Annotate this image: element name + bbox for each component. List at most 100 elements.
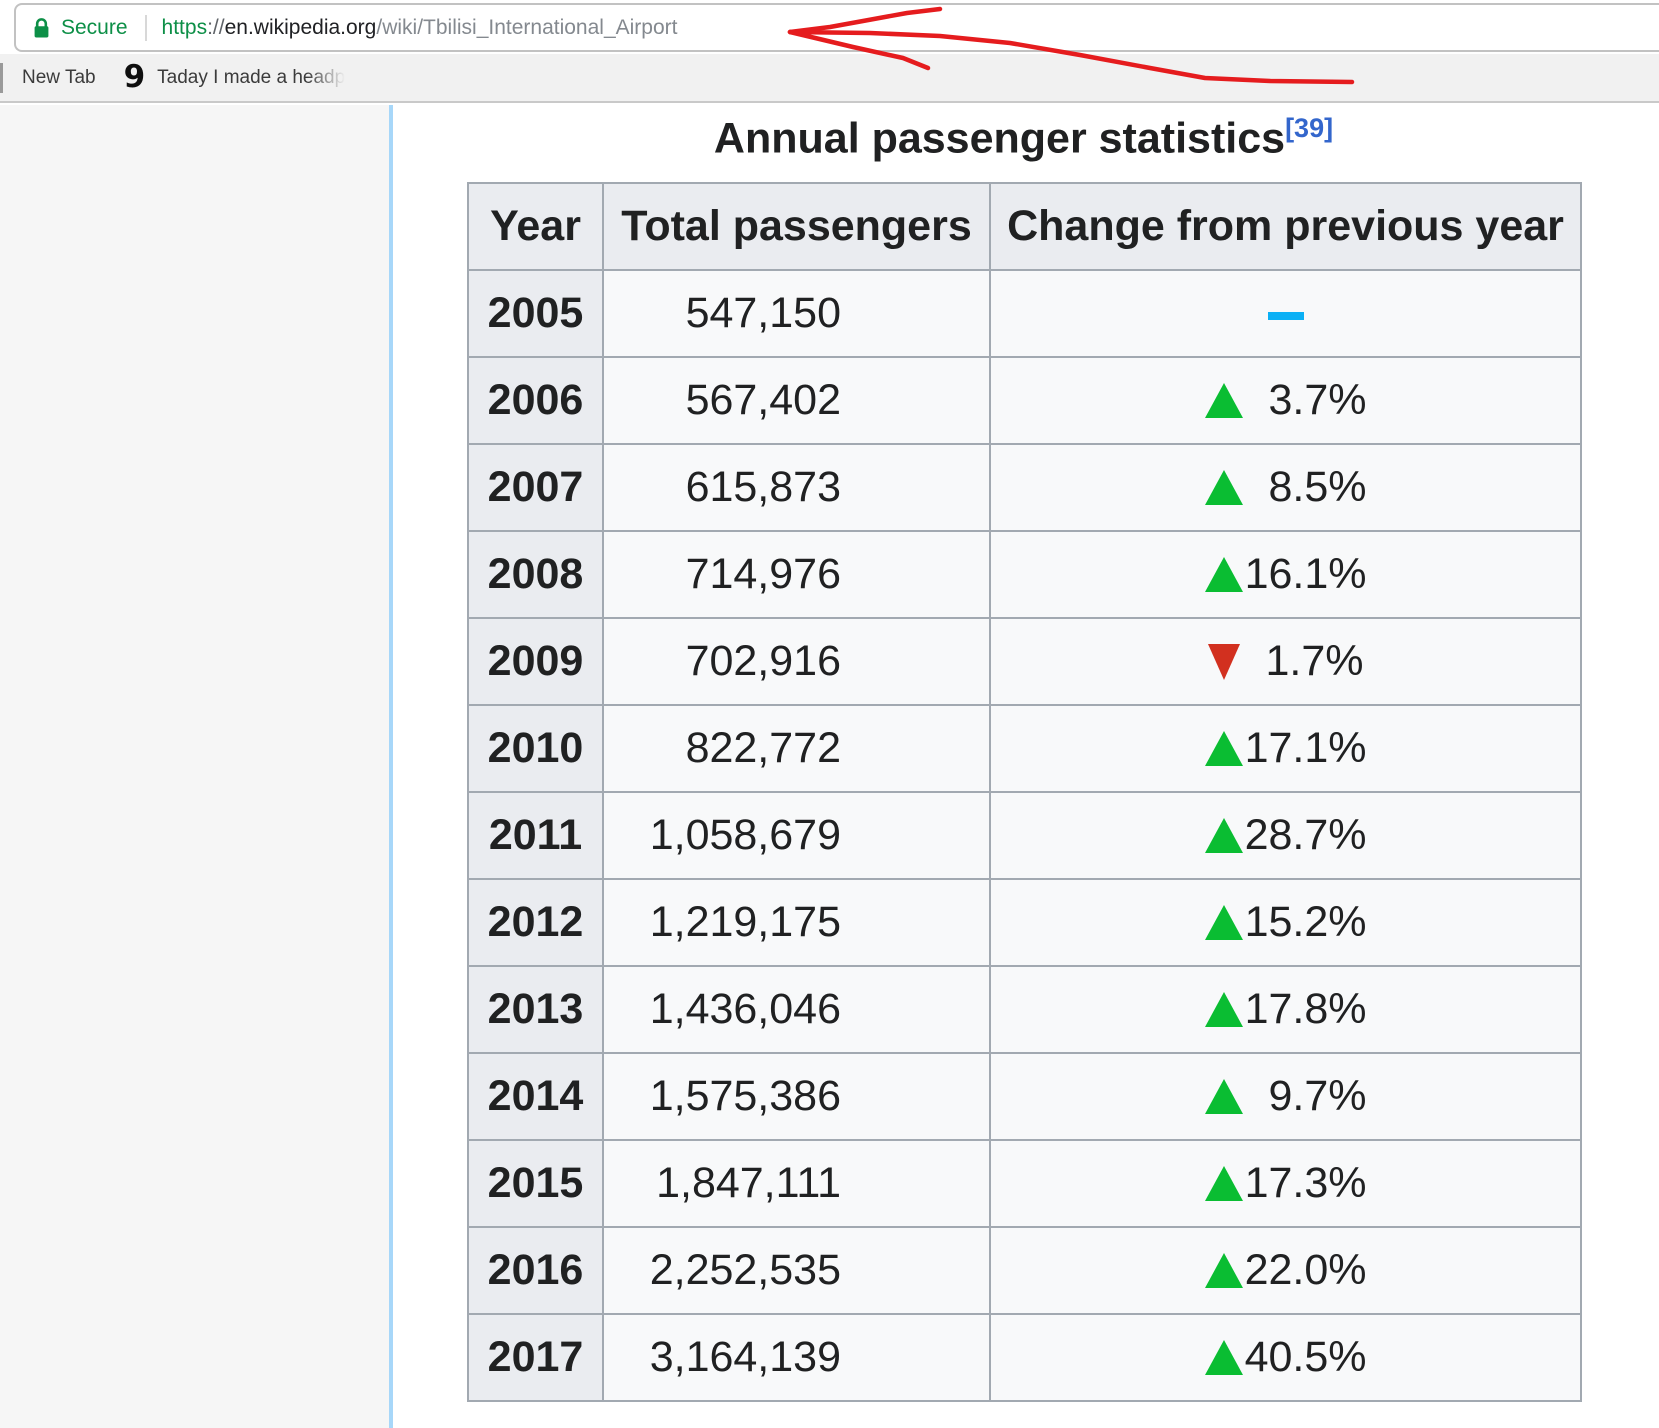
passengers-cell: 822,772 (602, 704, 991, 793)
percent-change: 16.1% (1244, 550, 1367, 598)
table-caption: Annual passenger statistics[39] (467, 113, 1580, 163)
year-cell: 2010 (467, 704, 604, 793)
increase-icon (1204, 1340, 1243, 1375)
url-scheme: https (161, 15, 208, 39)
table-row: 2015 1,847,111 17.3% (467, 1139, 1582, 1228)
percent-change: 3.7% (1268, 376, 1367, 424)
table-row: 2017 3,164,139 40.5% (467, 1313, 1582, 1402)
passenger-stats-table: Year Total passengers Change from previo… (467, 182, 1582, 1402)
change-cell: 22.0% (989, 1226, 1582, 1315)
year-cell: 2011 (467, 791, 604, 880)
percent-change: 40.5% (1244, 1333, 1367, 1381)
table-row: 2006 567,402 3.7% (467, 356, 1582, 445)
sidebar-area (0, 105, 389, 1428)
table-row: 2009 702,916 1.7% (467, 617, 1582, 706)
increase-icon (1204, 818, 1243, 853)
percent-change: 8.5% (1268, 463, 1367, 511)
header-year: Year (467, 182, 604, 271)
year-cell: 2008 (467, 530, 604, 619)
header-total-passengers: Total passengers (602, 182, 991, 271)
passengers-cell: 1,219,175 (602, 878, 991, 967)
change-cell: 3.7% (989, 356, 1582, 445)
increase-icon (1204, 1253, 1243, 1288)
url-path: /wiki/Tbilisi_International_Airport (376, 15, 678, 39)
change-cell: 28.7% (989, 791, 1582, 880)
decrease-icon (1207, 643, 1240, 680)
passengers-cell: 615,873 (602, 443, 991, 532)
percent-change: 9.7% (1268, 1072, 1367, 1120)
year-cell: 2014 (467, 1052, 604, 1141)
percent-change: 22.0% (1244, 1246, 1367, 1294)
percent-change: 1.7% (1265, 637, 1364, 685)
passengers-cell: 567,402 (602, 356, 991, 445)
passengers-cell: 3,164,139 (602, 1313, 991, 1402)
increase-icon (1204, 905, 1243, 940)
wikipedia-page: Annual passenger statistics[39] Year Tot… (0, 105, 1659, 1428)
passengers-cell: 1,058,679 (602, 791, 991, 880)
change-cell: 17.8% (989, 965, 1582, 1054)
year-cell: 2013 (467, 965, 604, 1054)
percent-change: 28.7% (1244, 811, 1367, 859)
secure-lock-icon (32, 15, 51, 41)
window-edge-tick (0, 62, 3, 93)
caption-text: Annual passenger statistics (713, 114, 1286, 163)
change-cell: 40.5% (989, 1313, 1582, 1402)
change-cell: 16.1% (989, 530, 1582, 619)
header-change: Change from previous year (989, 182, 1582, 271)
url-text[interactable]: https://en.wikipedia.org/wiki/Tbilisi_In… (162, 16, 678, 40)
year-cell: 2016 (467, 1226, 604, 1315)
increase-icon (1204, 557, 1243, 592)
reference-link[interactable]: [39] (1285, 113, 1334, 143)
passengers-cell: 1,847,111 (602, 1139, 991, 1228)
percent-change: 17.8% (1244, 985, 1367, 1033)
secure-label[interactable]: Secure (61, 15, 128, 39)
table-row: 2014 1,575,386 9.7% (467, 1052, 1582, 1141)
change-cell (989, 269, 1582, 358)
passengers-cell: 1,575,386 (602, 1052, 991, 1141)
bookmarks-bar: New Tab 9 Taday I made a headp (0, 54, 1659, 103)
omnibox-separator (144, 14, 147, 41)
steady-icon (1267, 311, 1304, 320)
increase-icon (1204, 1166, 1243, 1201)
passengers-cell: 547,150 (602, 269, 991, 358)
change-cell: 17.3% (989, 1139, 1582, 1228)
percent-change: 15.2% (1244, 898, 1367, 946)
percent-change: 17.3% (1244, 1159, 1367, 1207)
bookmark-new-tab[interactable]: New Tab (22, 66, 96, 88)
article-content: Annual passenger statistics[39] Year Tot… (393, 105, 1659, 1428)
change-cell: 1.7% (989, 617, 1582, 706)
url-domain: en.wikipedia.org (224, 15, 377, 39)
year-cell: 2005 (467, 269, 604, 358)
passengers-cell: 1,436,046 (602, 965, 991, 1054)
increase-icon (1204, 470, 1243, 505)
year-cell: 2006 (467, 356, 604, 445)
header-row: Year Total passengers Change from previo… (467, 182, 1582, 271)
content-divider (389, 105, 393, 1428)
table-row: 2011 1,058,679 28.7% (467, 791, 1582, 880)
change-cell: 15.2% (989, 878, 1582, 967)
year-cell: 2007 (467, 443, 604, 532)
increase-icon (1204, 383, 1243, 418)
change-cell: 8.5% (989, 443, 1582, 532)
url-scheme-separator: :// (207, 15, 225, 39)
year-cell: 2012 (467, 878, 604, 967)
change-cell: 9.7% (989, 1052, 1582, 1141)
table-row: 2008 714,976 16.1% (467, 530, 1582, 619)
table-row: 2007 615,873 8.5% (467, 443, 1582, 532)
percent-change: 17.1% (1244, 724, 1367, 772)
table-row: 2016 2,252,535 22.0% (467, 1226, 1582, 1315)
year-cell: 2015 (467, 1139, 604, 1228)
change-cell: 17.1% (989, 704, 1582, 793)
table-row: 2010 822,772 17.1% (467, 704, 1582, 793)
table-row: 2005 547,150 (467, 269, 1582, 358)
passengers-cell: 702,916 (602, 617, 991, 706)
increase-icon (1204, 731, 1243, 766)
bookmark-9gag-post[interactable]: Taday I made a headp (157, 66, 346, 88)
9gag-icon: 9 (123, 59, 146, 95)
year-cell: 2017 (467, 1313, 604, 1402)
increase-icon (1204, 1079, 1243, 1114)
address-bar[interactable]: Secure https://en.wikipedia.org/wiki/Tbi… (14, 3, 1659, 52)
increase-icon (1204, 992, 1243, 1027)
passengers-cell: 714,976 (602, 530, 991, 619)
